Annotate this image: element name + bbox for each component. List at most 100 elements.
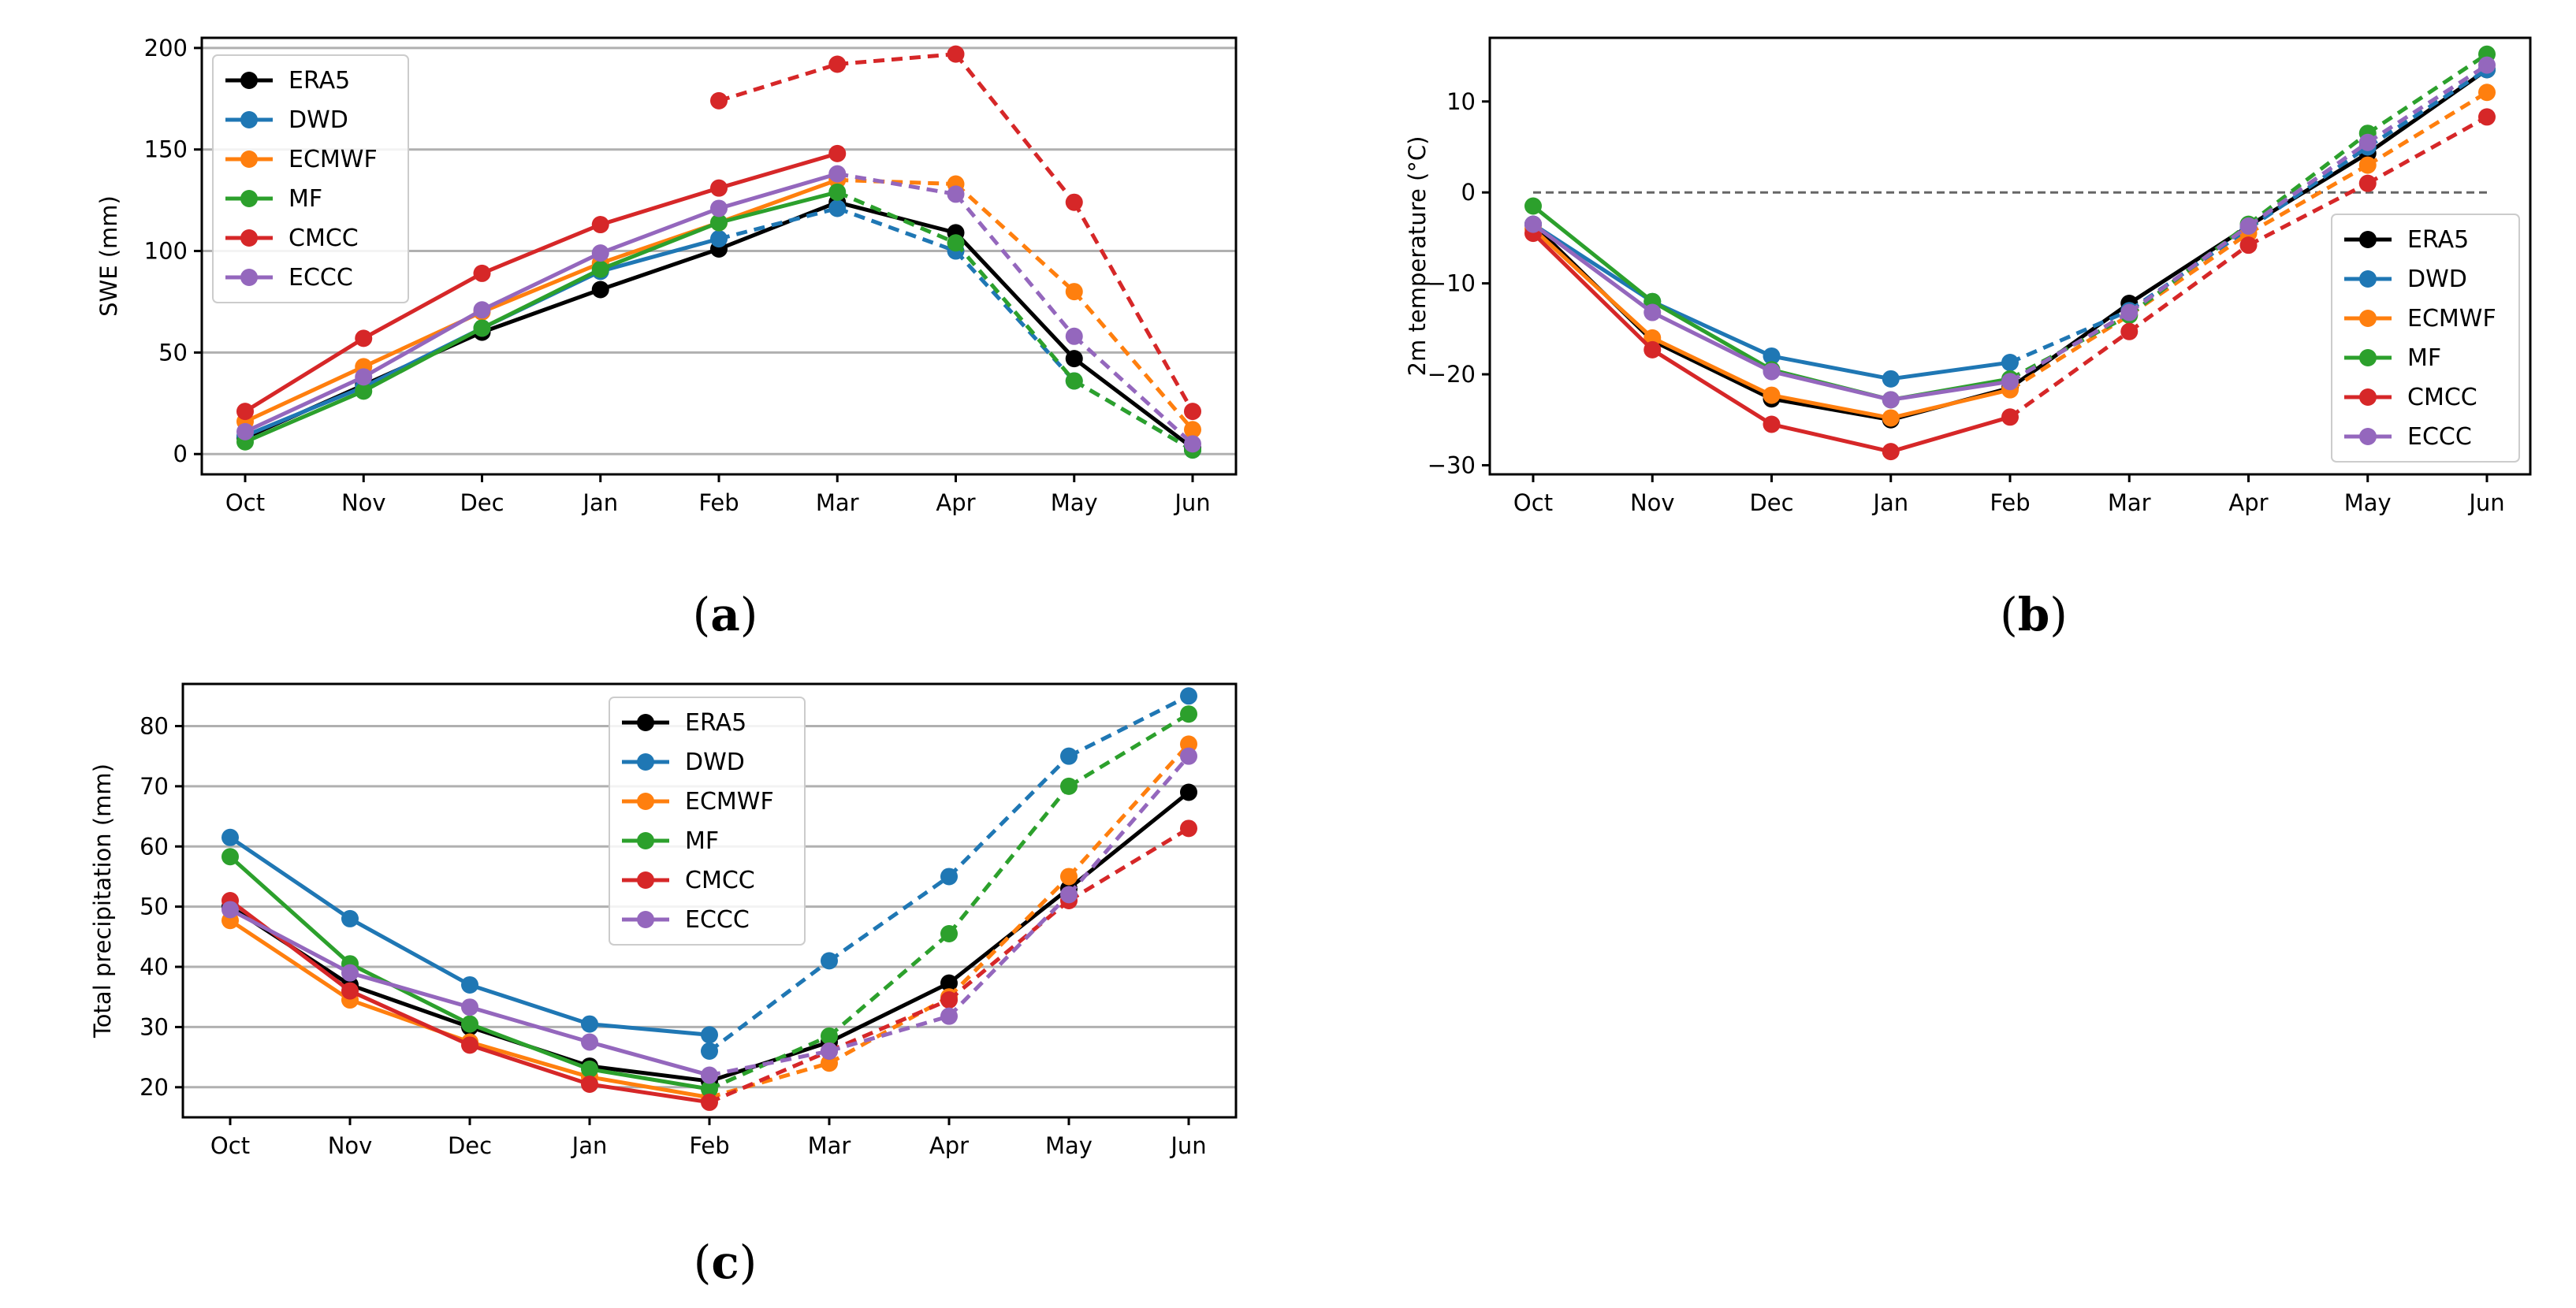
data-point xyxy=(701,1026,718,1044)
y-tick-label: 0 xyxy=(173,440,188,467)
y-tick-label: 20 xyxy=(140,1074,169,1101)
data-point xyxy=(821,1027,838,1045)
data-point xyxy=(2478,108,2496,126)
legend-box xyxy=(212,54,409,303)
data-point xyxy=(341,982,359,1000)
legend-label: MF xyxy=(685,827,719,855)
legend-label: DWD xyxy=(288,106,348,134)
segment xyxy=(244,385,365,438)
legend-marker xyxy=(240,111,258,128)
data-point xyxy=(1524,197,1542,215)
segment xyxy=(229,908,352,975)
caption-a-label: a xyxy=(710,588,740,641)
segment xyxy=(1651,347,1773,426)
x-tick-label: Feb xyxy=(689,1132,729,1159)
segment xyxy=(469,1040,590,1079)
x-tick-label: May xyxy=(2344,489,2392,516)
segment xyxy=(828,875,951,963)
segment xyxy=(836,190,957,245)
segment xyxy=(1890,379,2011,402)
segment xyxy=(599,206,720,255)
segment xyxy=(708,959,831,1053)
data-point xyxy=(2478,84,2496,102)
segment xyxy=(589,1040,710,1077)
segment xyxy=(947,785,1070,935)
y-tick-label: −30 xyxy=(1428,451,1476,478)
legend-marker xyxy=(2359,310,2377,327)
legend-item-era5: ERA5 xyxy=(2344,226,2469,254)
legend-item-eccc: ECCC xyxy=(622,906,750,934)
legend-item-ecmwf: ECMWF xyxy=(225,146,378,173)
segment xyxy=(954,53,1076,204)
segment xyxy=(2247,163,2369,236)
legend-label: DWD xyxy=(685,749,745,776)
data-point xyxy=(461,1015,478,1033)
legend: ERA5 DWD ECMWF MF CMCC ECCC xyxy=(609,697,806,946)
segment xyxy=(244,389,365,444)
legend-label: DWD xyxy=(2407,266,2467,293)
legend-item-eccc: ECCC xyxy=(2344,423,2472,451)
legend-item-mf: MF xyxy=(225,185,322,213)
x-tick-label: Jan xyxy=(581,489,618,516)
data-point xyxy=(591,281,609,299)
segment xyxy=(2366,91,2489,167)
data-point xyxy=(710,179,728,197)
x-tick-label: Apr xyxy=(936,489,975,516)
segment xyxy=(709,1049,830,1105)
data-point xyxy=(2239,236,2258,255)
segment xyxy=(1073,357,1194,450)
legend-item-mf: MF xyxy=(622,827,719,855)
x-tick-label: Dec xyxy=(1749,489,1793,516)
data-point xyxy=(221,901,239,919)
segment xyxy=(1067,694,1190,758)
segment xyxy=(1067,742,1190,879)
segment xyxy=(2247,181,2369,247)
data-point xyxy=(1763,386,1781,404)
y-tick-label: 50 xyxy=(158,339,188,366)
segment xyxy=(469,1005,590,1044)
series-dwd-forecast xyxy=(701,687,1197,1060)
segment xyxy=(2008,310,2131,384)
segment xyxy=(600,186,720,227)
data-point xyxy=(1882,443,1900,461)
data-point xyxy=(1180,705,1197,723)
series-eccc xyxy=(221,747,1197,1084)
legend-label: CMCC xyxy=(2407,384,2477,411)
segment xyxy=(363,308,483,379)
legend-label: CMCC xyxy=(685,867,755,894)
x-tick-label: Nov xyxy=(341,489,386,516)
data-point xyxy=(1065,283,1083,301)
segment xyxy=(718,151,838,191)
data-point xyxy=(591,216,609,234)
segment xyxy=(947,754,1070,879)
segment xyxy=(718,62,838,103)
x-tick-label: Dec xyxy=(448,1132,492,1159)
segment xyxy=(349,971,471,1009)
x-tick-label: Jan xyxy=(571,1132,608,1159)
data-point xyxy=(355,368,373,386)
data-point xyxy=(2358,156,2377,174)
legend-marker xyxy=(240,269,258,286)
data-point xyxy=(473,264,491,282)
segment xyxy=(718,206,838,241)
data-point xyxy=(940,1007,958,1025)
data-point xyxy=(473,319,491,337)
data-point xyxy=(821,952,838,970)
data-point xyxy=(341,964,359,982)
segment xyxy=(1073,334,1194,446)
y-tick-label: −20 xyxy=(1428,361,1476,388)
segment xyxy=(1651,299,1773,359)
segment xyxy=(481,267,601,330)
segment xyxy=(836,172,956,196)
data-point xyxy=(947,185,965,203)
y-tick-label: 80 xyxy=(140,712,169,739)
data-point xyxy=(1180,687,1197,705)
segment xyxy=(589,1022,710,1037)
y-tick-label: 10 xyxy=(1446,88,1476,115)
segment xyxy=(2366,115,2489,185)
data-point xyxy=(1065,327,1083,345)
segment xyxy=(469,1042,590,1087)
data-point xyxy=(828,199,847,217)
data-point xyxy=(821,1042,838,1060)
data-point xyxy=(1763,362,1781,381)
